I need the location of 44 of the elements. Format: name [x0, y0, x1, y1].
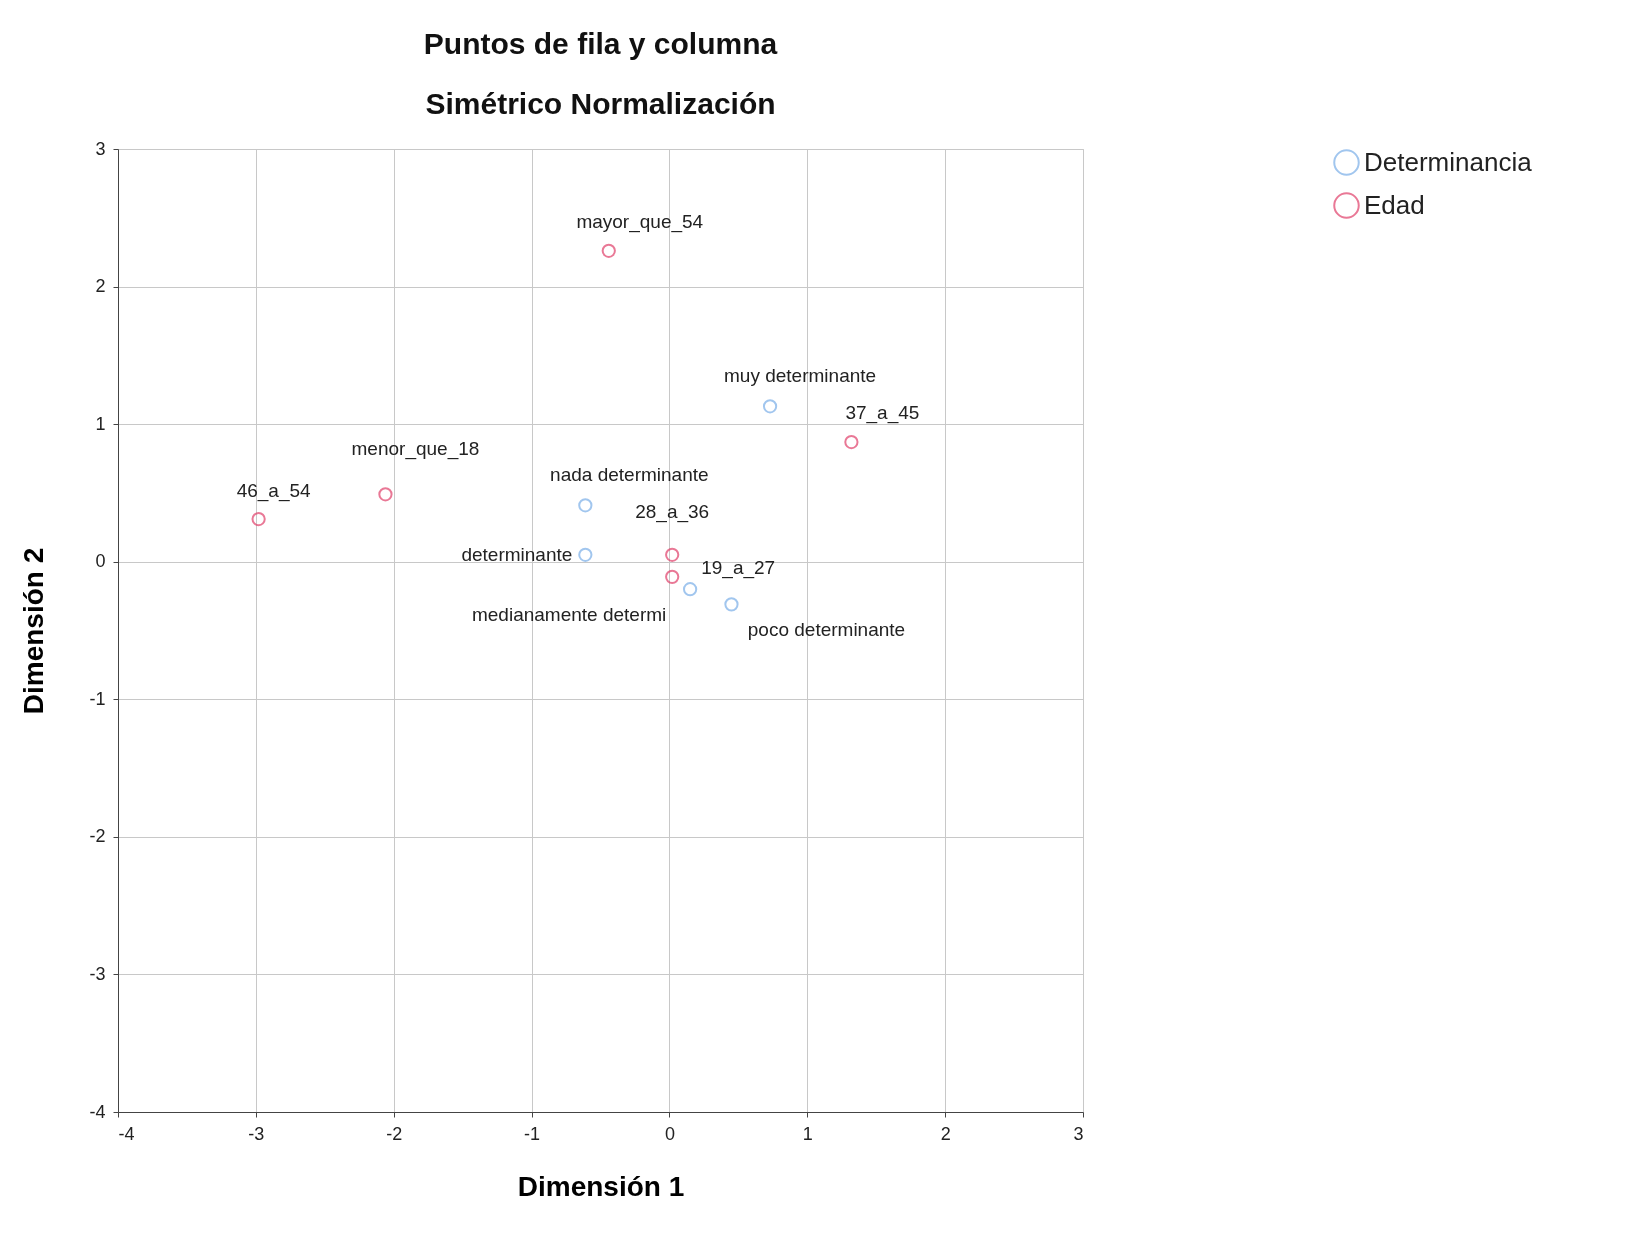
y-tick-label: -3	[89, 963, 106, 984]
y-tick-label: 2	[95, 276, 106, 297]
y-tick-label: -2	[89, 826, 106, 847]
point	[601, 243, 616, 258]
x-axis-title: Dimensión 1	[517, 1170, 685, 1202]
y-tick-label: 0	[95, 551, 106, 572]
chart-title: Puntos de fila y columna	[423, 27, 778, 60]
legend-label: Determinancia	[1364, 146, 1533, 177]
point	[578, 547, 593, 562]
x-tick-label: -2	[386, 1123, 403, 1144]
annotation: medianamente determi	[471, 604, 667, 626]
annotation: 19_a_27	[701, 556, 776, 579]
annotation: muy determinante	[724, 365, 877, 387]
x-tick-label: -3	[248, 1123, 265, 1144]
annotation: poco determinante	[747, 619, 906, 641]
annotation: menor_que_18	[351, 438, 480, 461]
x-tick-label: 2	[940, 1123, 951, 1144]
x-tick-label: 3	[1073, 1123, 1084, 1144]
point	[665, 547, 680, 562]
annotation: 37_a_45	[845, 402, 920, 425]
y-tick-label: -1	[89, 688, 106, 709]
annotation: mayor_que_54	[576, 210, 704, 233]
point	[665, 569, 680, 584]
x-tick-label: -4	[118, 1123, 135, 1144]
y-tick-label: -4	[89, 1101, 106, 1122]
point	[578, 498, 593, 513]
legend-label: Edad	[1364, 189, 1425, 220]
y-axis-title: Dimensión 2	[18, 547, 50, 715]
point	[682, 582, 698, 597]
y-tick-label: 3	[95, 138, 106, 159]
y-tick-label: 1	[95, 413, 106, 434]
annotation: 28_a_36	[635, 500, 710, 523]
point	[378, 487, 393, 502]
x-tick-label: -1	[524, 1123, 541, 1144]
chart-subtitle: Simétrico Normalización	[425, 87, 776, 120]
point	[844, 434, 859, 450]
annotation: 46_a_54	[236, 480, 312, 503]
point	[251, 511, 266, 527]
point	[724, 597, 739, 612]
annotation: determinante	[461, 543, 573, 565]
point	[762, 399, 778, 414]
x-tick-label: 0	[664, 1123, 675, 1144]
x-tick-label: 1	[802, 1123, 813, 1144]
annotation: nada determinante	[550, 464, 709, 486]
